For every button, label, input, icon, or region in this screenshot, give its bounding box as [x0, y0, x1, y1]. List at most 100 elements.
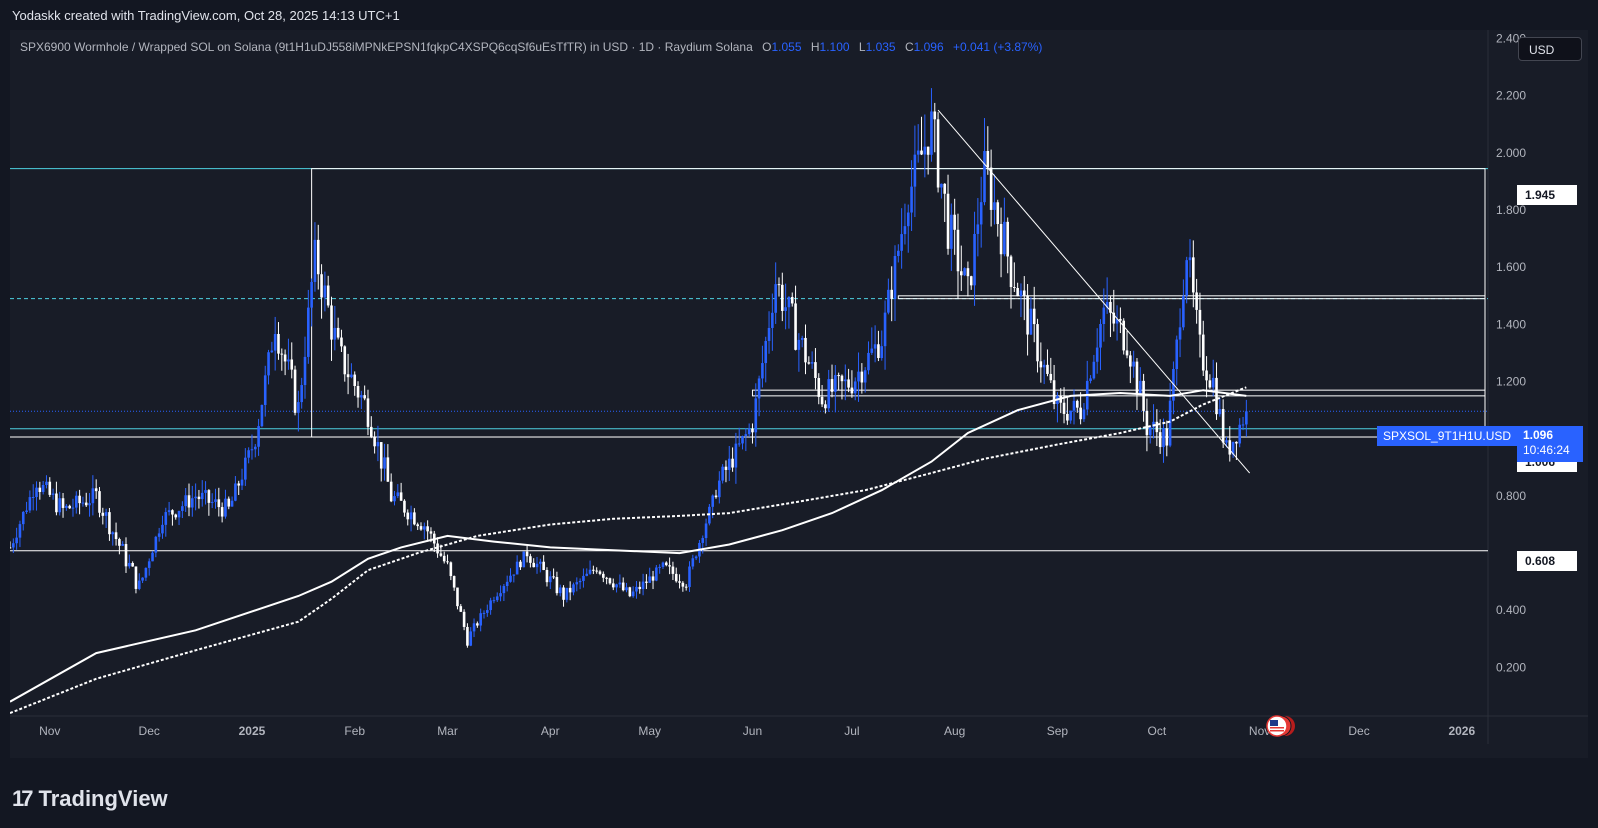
candle-body: [943, 183, 947, 194]
candle-body: [1125, 350, 1129, 356]
zone-rectangle: [897, 295, 1486, 300]
candle-body: [774, 284, 777, 313]
candle-body: [144, 567, 148, 578]
candle-body: [1046, 364, 1049, 374]
change-value: +0.041 (+3.87%): [953, 40, 1043, 54]
candle-body: [1221, 409, 1225, 443]
candle-body: [446, 561, 449, 563]
candle-body: [863, 370, 867, 383]
candle-body: [661, 562, 665, 567]
candle-body: [794, 303, 797, 350]
candle-body: [88, 503, 91, 506]
candle-body: [171, 510, 174, 515]
candle-body: [1119, 318, 1122, 321]
brand-name: TradingView: [38, 786, 168, 811]
candle-body: [1089, 378, 1092, 381]
candle-body: [1026, 295, 1029, 335]
candle-body: [1009, 256, 1013, 288]
candle-body: [522, 551, 526, 568]
candle-body: [1235, 441, 1238, 444]
candle-body: [625, 587, 628, 591]
candle-body: [161, 524, 164, 534]
candle-body: [744, 434, 748, 437]
candle-body: [25, 510, 28, 512]
candle-body: [502, 586, 506, 594]
candle-body: [476, 623, 479, 626]
candle-body: [224, 498, 227, 517]
candle-body: [920, 150, 923, 155]
candle-body: [134, 566, 138, 589]
candle-body: [1135, 361, 1139, 395]
candle-body: [343, 346, 347, 375]
currency-button[interactable]: USD: [1518, 37, 1582, 61]
candle-body: [492, 600, 496, 602]
candle-body: [512, 574, 516, 576]
candle-body: [303, 356, 307, 386]
candle-body: [1003, 221, 1006, 255]
candle-body: [807, 362, 811, 364]
candle-body: [966, 268, 970, 277]
candle-body: [217, 499, 221, 508]
tradingview-logo[interactable]: 17 TradingView: [12, 786, 168, 812]
candle-body: [555, 577, 559, 594]
candle-body: [1016, 288, 1019, 297]
candle-body: [1099, 324, 1102, 348]
candle-body: [903, 226, 907, 235]
candle-body: [936, 119, 940, 188]
candle-body: [1198, 309, 1202, 335]
candle-body: [631, 591, 635, 597]
candle-body: [1039, 361, 1043, 368]
candle-body: [668, 565, 671, 567]
moving-average-solid: [10, 389, 1247, 703]
candle-body: [300, 385, 303, 403]
candle-body: [403, 500, 406, 513]
y-tick-label: 1.800: [1496, 203, 1526, 217]
candle-body: [678, 581, 681, 583]
price-chart[interactable]: 2.4002.2002.0001.8001.6001.4001.2000.800…: [10, 30, 1588, 758]
candle-body: [1168, 400, 1172, 446]
candle-body: [913, 154, 917, 187]
candle-body: [658, 566, 661, 568]
candle-body: [558, 587, 562, 594]
candle-body: [456, 587, 459, 607]
candle-body: [820, 396, 824, 405]
candle-body: [727, 458, 731, 470]
candle-body: [519, 561, 522, 568]
candle-body: [638, 586, 642, 590]
price-tag-top: 1.945: [1517, 185, 1577, 205]
trendline: [937, 109, 1251, 474]
candle-body: [1013, 287, 1016, 289]
candle-body: [346, 374, 350, 378]
candle-body: [15, 537, 18, 544]
candle-body: [250, 449, 254, 451]
candle-body: [976, 224, 980, 234]
candle-body: [757, 378, 761, 399]
candle-body: [280, 353, 284, 355]
candle-body: [369, 426, 373, 437]
candle-body: [963, 268, 966, 276]
us-flag-icon[interactable]: [1266, 715, 1296, 737]
candle-body: [462, 611, 466, 627]
candle-body: [714, 495, 718, 498]
candle-body: [1201, 334, 1205, 371]
candle-body: [940, 183, 943, 188]
candle-body: [611, 583, 615, 588]
candle-body: [897, 250, 900, 257]
candle-body: [1069, 410, 1072, 421]
candle-body: [814, 362, 817, 379]
y-tick-label: 1.400: [1496, 317, 1526, 331]
candle-body: [340, 337, 343, 347]
candle-body: [237, 483, 241, 486]
candle-body: [1162, 428, 1165, 448]
candle-body: [843, 379, 847, 382]
moving-average-dashed: [10, 386, 1247, 715]
candle-body: [253, 446, 257, 450]
candle-body: [850, 387, 854, 394]
candle-body: [413, 512, 416, 525]
candle-body: [545, 570, 549, 583]
candle-body: [724, 466, 728, 470]
x-tick-label: Aug: [944, 724, 965, 738]
candle-body: [71, 507, 75, 509]
candle-body: [181, 506, 184, 511]
candle-body: [1218, 409, 1222, 415]
